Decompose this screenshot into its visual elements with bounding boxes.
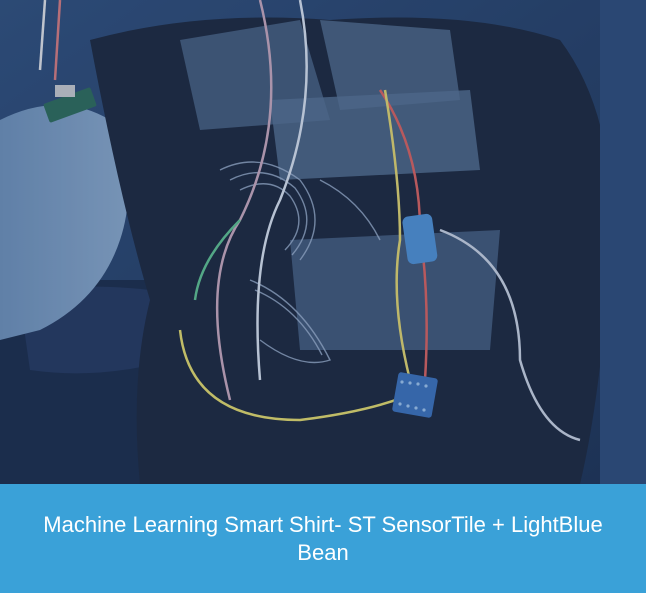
project-title[interactable]: Machine Learning Smart Shirt- ST SensorT… [43,511,603,565]
smart-shirt-image [0,0,646,484]
project-photo[interactable] [0,0,646,484]
caption-bar[interactable]: Machine Learning Smart Shirt- ST SensorT… [0,484,646,593]
